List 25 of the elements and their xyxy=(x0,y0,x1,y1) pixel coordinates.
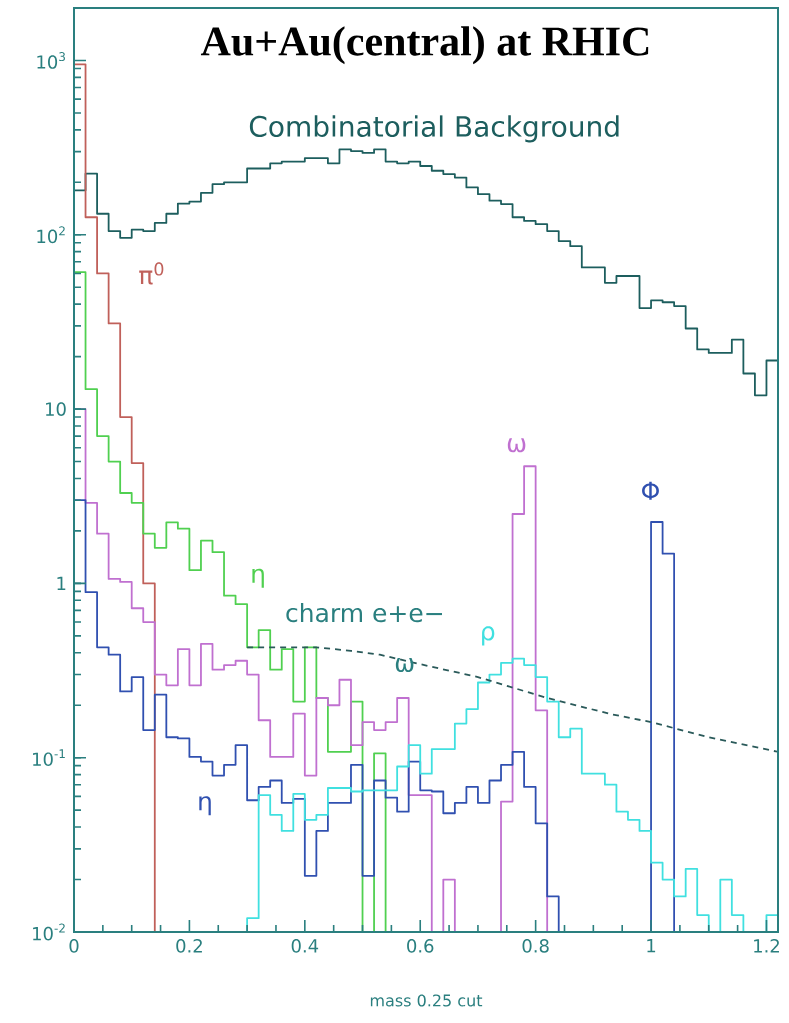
annotation: ω xyxy=(395,658,414,673)
x-tick-label: 0.4 xyxy=(291,939,319,953)
series-label: π$^{0}$ xyxy=(139,262,164,285)
y-tick-label: 10 xyxy=(46,402,66,416)
line-series xyxy=(246,646,778,753)
x-axis-title: mass 0.25 cut xyxy=(370,994,483,1007)
y-tick-label: 10$^{3}$ xyxy=(37,52,65,69)
chart-title: Au+Au(central) at RHIC xyxy=(200,26,649,65)
x-tick-label: 0.2 xyxy=(176,939,202,953)
series-label: Combinatorial Background xyxy=(249,115,619,143)
series-label: η xyxy=(252,568,264,588)
series-label: η xyxy=(199,796,211,816)
x-tick-label: 0 xyxy=(69,939,79,953)
y-tick-label: 10$^{-1}$ xyxy=(33,749,65,767)
series-label: Φ xyxy=(642,481,659,500)
x-tick-label: 0.8 xyxy=(522,939,549,953)
y-tick-label: 1 xyxy=(57,576,66,590)
x-tick-label: 1 xyxy=(647,939,656,953)
x-tick-label: 1.2 xyxy=(754,939,779,953)
series-label: ρ xyxy=(482,626,495,646)
series-label: ω xyxy=(507,438,526,453)
series-label: charm e+e− xyxy=(286,602,443,623)
x-tick-label: 0.6 xyxy=(407,939,434,953)
y-tick-label: 10$^{-2}$ xyxy=(33,923,65,941)
y-tick-label: 10$^{2}$ xyxy=(37,226,65,244)
